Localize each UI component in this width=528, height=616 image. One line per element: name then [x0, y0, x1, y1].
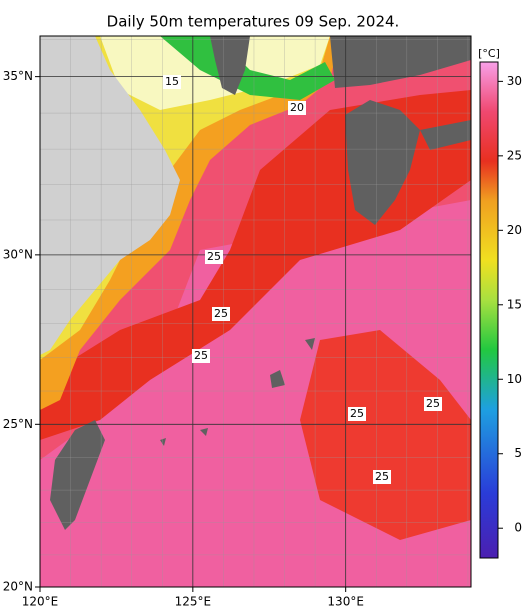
contour-label: 25 [194, 349, 208, 362]
lon-tick-label: 130°E [327, 595, 364, 609]
title: Daily 50m temperatures 09 Sep. 2024. [107, 13, 400, 31]
land-shikoku [420, 120, 471, 150]
contour-label-box [212, 307, 230, 321]
contour-label: 25 [207, 250, 221, 263]
colorbar [479, 61, 499, 559]
contour-label: 25 [375, 470, 389, 483]
colorbar-tick-label: 15 [507, 297, 522, 311]
lat-tick-label: 25°N [3, 417, 33, 431]
colorbar-tick-label: 0 [514, 521, 522, 535]
contour-label-box [192, 349, 210, 363]
contour-label-box [373, 470, 391, 484]
contour-label: 25 [350, 407, 364, 420]
contour-label-box [348, 407, 366, 421]
map-frame [39, 35, 472, 588]
lat-tick-label: 30°N [3, 247, 33, 261]
land-china [40, 36, 180, 355]
colorbar-tick-label: 10 [507, 372, 522, 386]
grid [40, 36, 471, 587]
contour-label-box [288, 101, 306, 115]
contour-label-box [163, 75, 181, 89]
contour-label: 20 [290, 101, 304, 114]
land-korea [210, 36, 250, 95]
colorbar-label: [°C] [478, 47, 500, 60]
land-taiwan [50, 420, 105, 530]
cold-water [160, 36, 335, 100]
contour-label: 25 [214, 307, 228, 320]
colorbar-tick-label: 20 [507, 223, 522, 237]
contour-label: 15 [165, 75, 179, 88]
colorbar-tick-label: 5 [514, 446, 522, 460]
lat-tick-label: 35°N [3, 69, 33, 83]
land-honshu [330, 36, 471, 88]
contour-label-box [205, 250, 223, 264]
lon-tick-label: 125°E [175, 595, 212, 609]
colorbar-tick-label: 30 [507, 74, 522, 88]
contour-label-box [424, 397, 442, 411]
lat-tick-label: 20°N [3, 580, 33, 594]
land-kyushu [345, 100, 420, 225]
map [40, 36, 471, 587]
colorbar-tick-label: 25 [507, 148, 522, 162]
lon-tick-label: 120°E [22, 595, 59, 609]
ocean-red [300, 330, 471, 540]
contour-label: 25 [426, 397, 440, 410]
